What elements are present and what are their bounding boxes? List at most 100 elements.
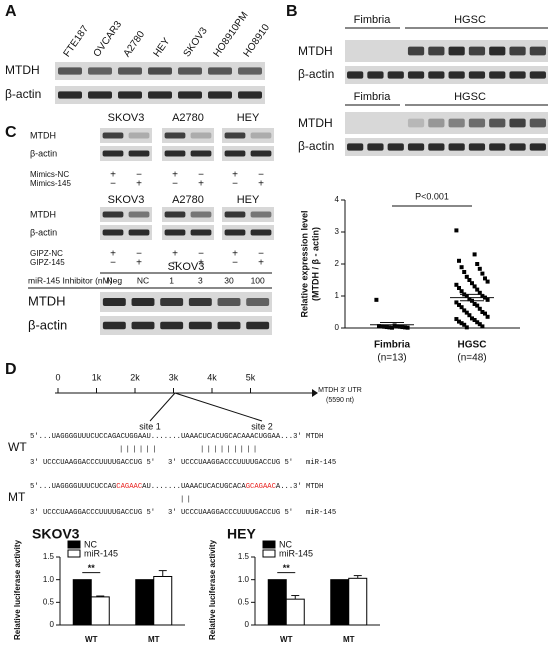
- point: [462, 308, 467, 313]
- mir-name: miR-145: [306, 509, 336, 517]
- band: [58, 67, 82, 75]
- band: [102, 132, 124, 139]
- point: [480, 294, 485, 298]
- row-label: β-actin: [5, 87, 41, 101]
- band: [118, 91, 142, 99]
- band: [190, 150, 212, 157]
- band: [58, 91, 82, 99]
- treatment-mark: +: [172, 249, 178, 260]
- blot: [162, 207, 214, 222]
- band: [529, 143, 546, 151]
- utr-tick-label: 4k: [207, 372, 217, 382]
- band: [88, 67, 112, 75]
- lane-label: HO8910: [242, 22, 273, 59]
- utr-tick-label: 5k: [246, 372, 256, 382]
- band: [428, 46, 445, 56]
- point: [464, 294, 469, 298]
- utr-tick-label: 3k: [169, 372, 179, 382]
- band: [367, 71, 384, 79]
- band: [190, 132, 212, 139]
- point: [477, 306, 482, 311]
- point: [464, 310, 469, 315]
- band: [468, 46, 486, 56]
- treatment-label: Mimics-145: [30, 179, 71, 188]
- treatment-mark: −: [232, 258, 238, 269]
- band: [347, 119, 363, 128]
- point: [405, 325, 410, 330]
- point: [459, 321, 464, 326]
- band: [489, 46, 506, 56]
- legend-swatch: [67, 540, 81, 549]
- point: [483, 276, 487, 281]
- band: [388, 119, 404, 128]
- point: [457, 258, 461, 263]
- blot: [100, 146, 152, 161]
- band: [250, 229, 272, 236]
- group-label: HGSC: [454, 91, 486, 103]
- group-label: Fimbria: [354, 14, 392, 26]
- base-pairs: ||: [180, 496, 193, 504]
- utr-tick-label: 0: [55, 372, 60, 382]
- point: [475, 320, 480, 325]
- treatment-mark: −: [232, 179, 238, 190]
- site-label: site 1: [139, 421, 161, 431]
- blot: [345, 66, 548, 84]
- point: [377, 324, 381, 329]
- lane-label: HEY: [152, 36, 173, 59]
- band: [250, 211, 272, 218]
- blot: [345, 40, 548, 62]
- band: [190, 229, 212, 236]
- cell-label: SKOV3: [108, 194, 145, 206]
- x-tick-label: (n=48): [457, 353, 486, 364]
- band: [224, 132, 246, 139]
- y-tick-label: 4: [335, 195, 340, 204]
- site-label: site 2: [251, 421, 273, 431]
- band: [448, 71, 465, 79]
- row-label: MTDH: [30, 209, 56, 219]
- blot: [222, 207, 274, 222]
- y-axis-label: Relative luciferase activity: [13, 539, 22, 640]
- band: [224, 211, 246, 218]
- blot: [100, 128, 152, 143]
- sequence-part: 5'...UAGGGGUUUCUCCAG: [30, 483, 116, 491]
- band: [448, 118, 465, 128]
- treatment-mark: +: [110, 249, 116, 260]
- y-tick-label: 2: [335, 259, 340, 268]
- band: [160, 321, 184, 330]
- band: [128, 150, 150, 157]
- bar: [90, 596, 110, 626]
- band: [347, 143, 364, 151]
- point: [485, 279, 490, 284]
- band: [164, 132, 186, 139]
- treatment-mark: +: [136, 179, 142, 190]
- band: [428, 71, 445, 79]
- row-label: MTDH: [298, 116, 333, 130]
- band: [529, 118, 546, 128]
- band: [367, 143, 384, 151]
- group-label: HGSC: [454, 14, 486, 26]
- chart-title: HEY: [227, 526, 256, 542]
- y-tick-label: 1.5: [43, 552, 55, 561]
- treatment-mark: −: [258, 170, 264, 181]
- band: [118, 67, 142, 75]
- point: [454, 300, 459, 305]
- legend-label: NC: [84, 539, 97, 549]
- target-name: MTDH: [306, 483, 323, 491]
- legend-swatch: [262, 540, 276, 549]
- band: [509, 46, 526, 56]
- band: [448, 46, 465, 56]
- band: [448, 143, 465, 151]
- x-tick-label: HGSC: [458, 340, 487, 351]
- construct-label: MT: [8, 490, 26, 504]
- y-tick-label: 1.0: [238, 575, 250, 584]
- row-label: MTDH: [28, 293, 66, 308]
- band: [509, 71, 526, 79]
- utr-tick-label: 1k: [92, 372, 102, 382]
- band: [407, 118, 425, 128]
- utr-tick-label: 2k: [130, 372, 140, 382]
- row-label: β-actin: [28, 317, 67, 332]
- treatment-mark: +: [232, 249, 238, 260]
- band: [148, 67, 172, 75]
- point: [480, 324, 485, 329]
- point: [403, 325, 407, 330]
